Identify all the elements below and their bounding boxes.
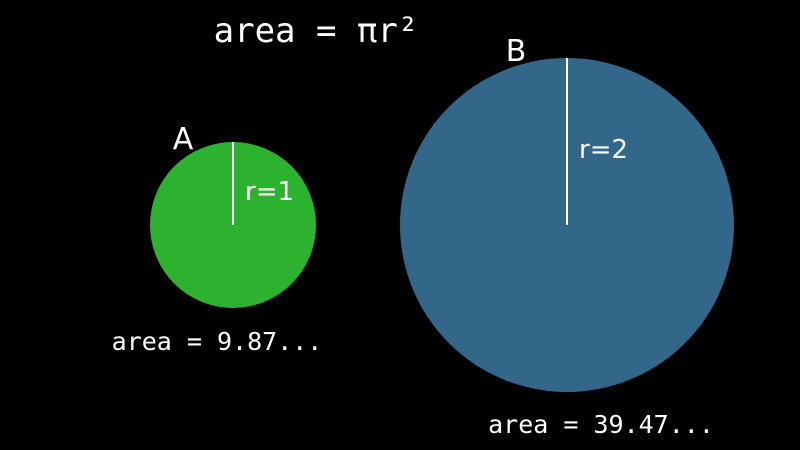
circle-a-group: A r=1 area = 9.87... (112, 122, 323, 356)
circle-b-radius-label: r=2 (579, 135, 628, 165)
formula-title: area = πr² (214, 11, 419, 51)
circle-a-area-label: area = 9.87... (112, 327, 323, 356)
circle-a-radius-label: r=1 (245, 177, 294, 207)
circle-b-label: B (506, 34, 527, 69)
circle-b-area-label: area = 39.47... (488, 410, 714, 439)
circle-a-label: A (173, 122, 194, 157)
circle-b-group: B r=2 area = 39.47... (400, 34, 734, 439)
